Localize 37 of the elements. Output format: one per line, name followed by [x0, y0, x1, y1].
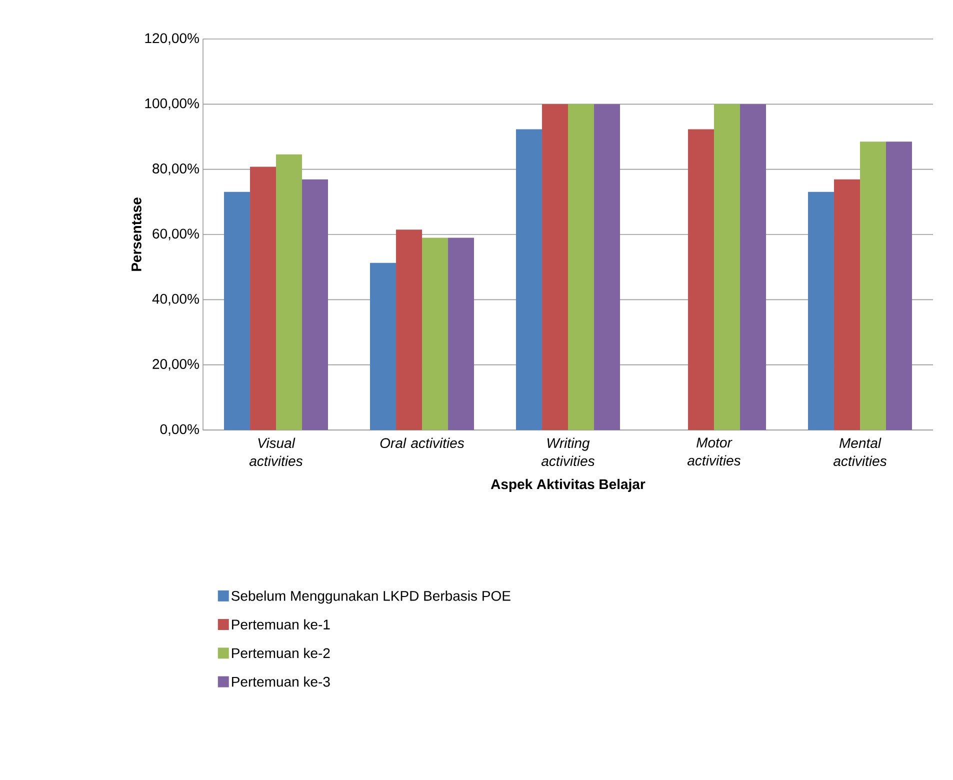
x-tick-label: Writing activities: [541, 438, 595, 466]
bar: [594, 104, 620, 430]
x-axis-title: Aspek Aktivitas Belajar: [490, 478, 646, 492]
bar: [224, 192, 250, 430]
bar: [808, 192, 834, 430]
legend-label: Pertemuan ke-3: [232, 676, 330, 687]
y-tick-label: 0,00%: [160, 424, 199, 436]
y-tick-label: 40,00%: [152, 294, 199, 306]
y-tick-label: 100,00%: [145, 98, 199, 110]
bar: [370, 262, 396, 430]
bar: [396, 230, 422, 430]
x-tick-label: Visual activities: [249, 438, 303, 466]
legend-label: Pertemuan ke-1: [232, 619, 330, 630]
bar: [250, 166, 276, 430]
legend-label: Pertemuan ke-2: [232, 648, 330, 658]
bar: [834, 179, 860, 430]
x-tick-label: Oral activities: [380, 438, 464, 448]
bar: [860, 142, 886, 430]
y-axis-title: Persentase: [132, 198, 142, 271]
legend-label: Sebelum Menggunakan LKPD Berbasis POE: [232, 590, 510, 604]
y-tick-label: 20,00%: [152, 359, 199, 371]
y-tick-label: 80,00%: [152, 164, 199, 176]
bar: [276, 154, 302, 430]
y-tick-label: 120,00%: [145, 33, 199, 45]
bar: [688, 129, 714, 430]
bar: [568, 104, 594, 430]
bar: [422, 238, 448, 430]
bar: [886, 142, 912, 430]
bar: [448, 238, 474, 430]
bar: [302, 179, 328, 430]
x-tick-label: Mental activities: [833, 438, 887, 466]
bar: [542, 104, 568, 430]
bar: [740, 104, 766, 430]
bar: [714, 104, 740, 430]
x-tick-label: Motor activities: [687, 438, 741, 466]
bar: [516, 129, 542, 430]
y-tick-label: 60,00%: [152, 228, 199, 240]
